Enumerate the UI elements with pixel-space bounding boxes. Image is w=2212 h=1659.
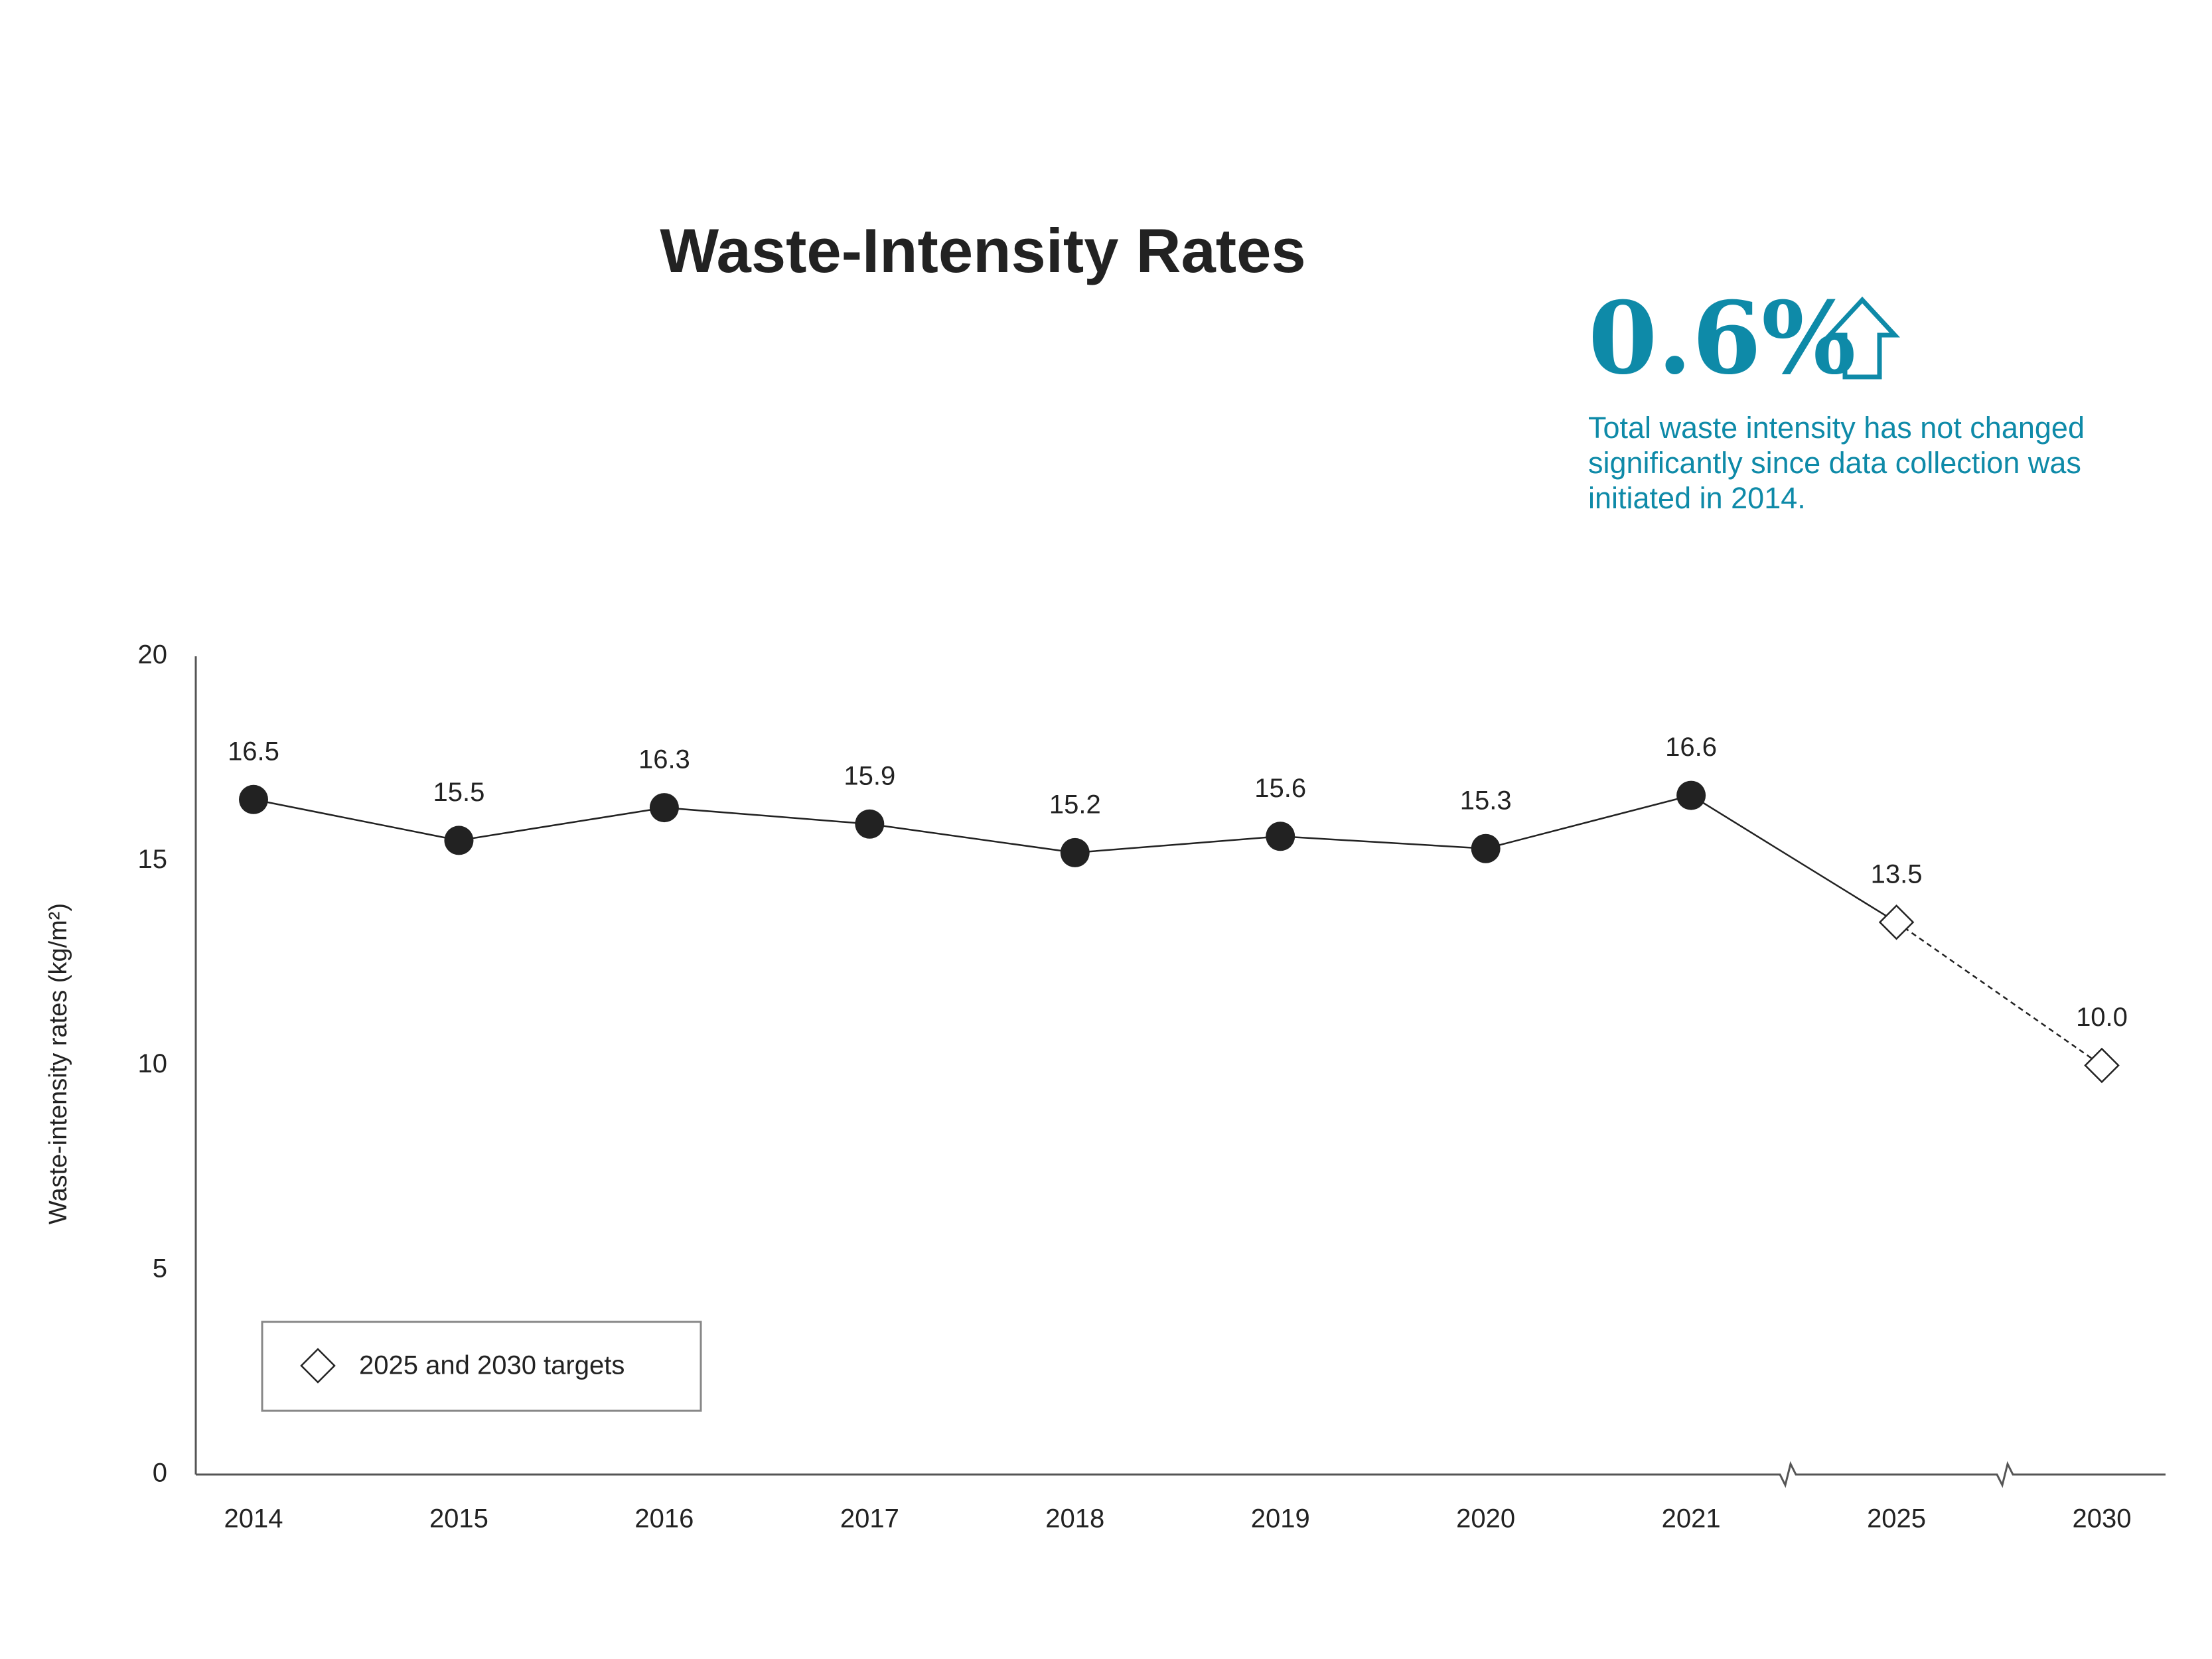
data-label: 15.2 xyxy=(1049,790,1101,819)
data-label: 15.3 xyxy=(1460,786,1512,815)
data-label: 16.5 xyxy=(228,737,279,766)
x-tick-label: 2021 xyxy=(1662,1504,1721,1534)
data-line xyxy=(253,794,1692,854)
target-point xyxy=(2084,1047,2120,1084)
data-point xyxy=(239,784,268,814)
legend-marker xyxy=(300,1348,336,1384)
callout-text: significantly since data collection was xyxy=(1588,446,2081,480)
data-label: 16.3 xyxy=(638,745,690,774)
y-tick-label: 15 xyxy=(138,845,168,874)
x-axis xyxy=(196,1461,2166,1488)
target-point xyxy=(1878,904,1915,940)
y-tick-label: 20 xyxy=(138,640,168,670)
x-tick-label: 2025 xyxy=(1867,1504,1926,1534)
data-label: 13.5 xyxy=(1871,859,1923,889)
data-point xyxy=(1060,837,1090,867)
data-point xyxy=(649,793,679,823)
y-tick-label: 5 xyxy=(153,1254,167,1283)
x-tick-label: 2017 xyxy=(840,1504,899,1534)
x-tick-label: 2015 xyxy=(429,1504,488,1534)
data-label: 10.0 xyxy=(2076,1003,2128,1032)
y-tick-label: 0 xyxy=(153,1459,167,1488)
x-tick-label: 2020 xyxy=(1456,1504,1515,1534)
data-label: 16.6 xyxy=(1665,733,1717,762)
callout-text: initiated in 2014. xyxy=(1588,481,1806,515)
connector-line xyxy=(1690,794,1897,923)
legend-label: 2025 and 2030 targets xyxy=(359,1351,625,1380)
data-point xyxy=(1266,822,1295,851)
chart-title: Waste-Intensity Rates xyxy=(660,216,1305,285)
x-tick-label: 2016 xyxy=(634,1504,694,1534)
data-point xyxy=(444,826,474,855)
legend-box xyxy=(261,1321,702,1412)
target-line xyxy=(1895,921,2102,1066)
data-point xyxy=(1676,780,1706,810)
x-tick-label: 2014 xyxy=(224,1504,283,1534)
data-point xyxy=(855,809,885,839)
data-point xyxy=(1471,833,1501,863)
data-label: 15.5 xyxy=(433,778,485,807)
x-tick-label: 2030 xyxy=(2073,1504,2132,1534)
data-label: 15.6 xyxy=(1254,774,1306,803)
callout-text: Total waste intensity has not changed xyxy=(1588,411,2085,445)
callout-value: 0.6% xyxy=(1588,280,1856,397)
up-arrow-icon xyxy=(1824,296,1901,380)
y-axis-label: Waste-intensity rates (kg/m²) xyxy=(44,903,72,1224)
y-tick-label: 10 xyxy=(138,1049,168,1078)
x-tick-label: 2018 xyxy=(1045,1504,1104,1534)
x-tick-label: 2019 xyxy=(1251,1504,1310,1534)
data-label: 15.9 xyxy=(844,761,895,790)
